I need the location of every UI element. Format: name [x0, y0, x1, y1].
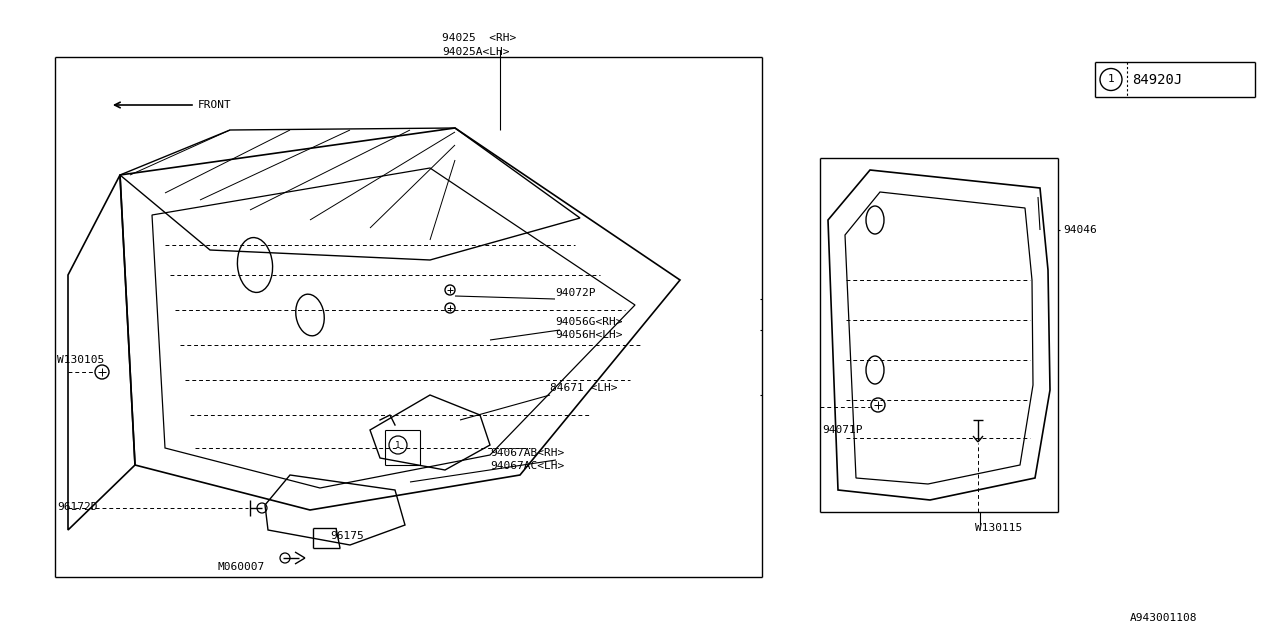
- Text: 94071P: 94071P: [822, 425, 863, 435]
- Text: 94025A<LH>: 94025A<LH>: [442, 47, 509, 57]
- Text: 1: 1: [396, 440, 401, 449]
- Text: 94067AB<RH>: 94067AB<RH>: [490, 448, 564, 458]
- Text: 94046: 94046: [1062, 225, 1097, 235]
- Text: 84671 <LH>: 84671 <LH>: [550, 383, 617, 393]
- Text: 96172D: 96172D: [58, 502, 97, 512]
- Text: 1: 1: [1107, 74, 1115, 84]
- Text: 94072P: 94072P: [556, 288, 595, 298]
- Text: W130105: W130105: [58, 355, 104, 365]
- Text: 94056G<RH>: 94056G<RH>: [556, 317, 622, 327]
- Text: 84920J: 84920J: [1132, 72, 1183, 86]
- Text: A943001108: A943001108: [1130, 613, 1198, 623]
- Text: M060007: M060007: [218, 562, 265, 572]
- Text: 94056H<LH>: 94056H<LH>: [556, 330, 622, 340]
- Text: 96175: 96175: [330, 531, 364, 541]
- Text: W130115: W130115: [975, 523, 1023, 533]
- Text: 94067AC<LH>: 94067AC<LH>: [490, 461, 564, 471]
- Text: 94025  <RH>: 94025 <RH>: [442, 33, 516, 43]
- Text: FRONT: FRONT: [198, 100, 232, 110]
